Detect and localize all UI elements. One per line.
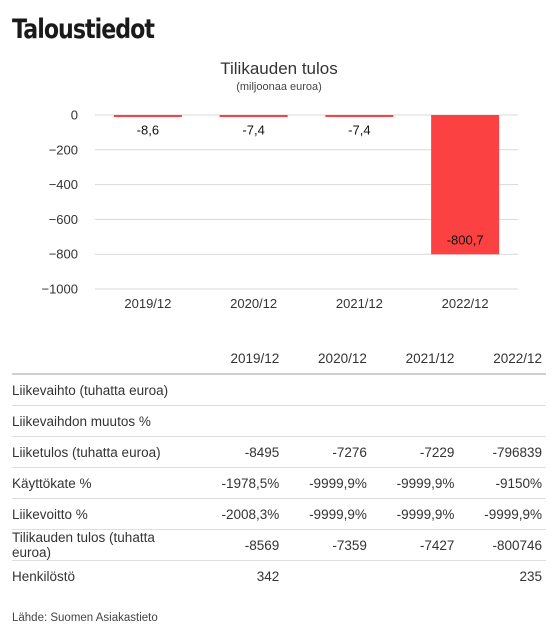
x-tick-label: 2020/12 [230, 296, 277, 311]
table-cell: 235 [519, 568, 542, 584]
table-cell [195, 374, 284, 406]
row-label: Tilikauden tulos (tuhatta euroa) [12, 529, 196, 561]
row-label: Henkilöstö [12, 568, 76, 584]
y-tick-label: −600 [49, 212, 78, 227]
table-header-year: 2021/12 [370, 343, 459, 375]
table-row: Liikevoitto % -2008,3% -9999,9% -9999,9% -99… [12, 498, 546, 530]
row-label: Käyttökate % [12, 467, 196, 499]
table-cell: 342 [256, 568, 280, 584]
bar-value-label: -8,6 [137, 122, 159, 137]
tulos-bar-chart: Tilikauden tulos (miljoonaa euroa) 0 −200… [41, 59, 518, 311]
y-tick-label: −800 [49, 247, 78, 262]
table-cell: -9999,9% [283, 467, 371, 499]
table-row: Liiketulos (tuhatta euroa) -8495 -7276 -722… [12, 436, 546, 468]
table-cell [283, 561, 371, 592]
row-label: Liiketulos (tuhatta euroa) [12, 436, 196, 468]
table-cell: -7427 [370, 529, 459, 561]
table-cell: -1978,5% [195, 467, 284, 499]
table-header-year: 2022/12 [458, 343, 546, 375]
table-cell [370, 374, 459, 406]
table-row: Tilikauden tulos (tuhatta euroa) -8569 -73… [12, 529, 546, 561]
table-cell: -9999,9% [458, 498, 546, 530]
table-row: Käyttökate % -1978,5% -9999,9% -9999,9% -915… [12, 467, 546, 499]
table-cell: -9150% [458, 467, 546, 499]
y-tick-label: 0 [71, 108, 78, 123]
bar [219, 115, 288, 117]
chart-subtitle: (miljoonaa euroa) [236, 81, 322, 93]
bar [113, 115, 182, 117]
row-label: Liikevaihto (tuhatta euroa) [12, 374, 196, 406]
table-row: Liikevaihdon muutos % [12, 405, 546, 437]
bar [431, 115, 500, 255]
table-cell: -7229 [370, 436, 459, 468]
bar-value-label: -7,4 [348, 122, 370, 137]
row-label: Liikevaihdon muutos % [12, 405, 196, 437]
source-note: Lähde: Suomen Asiakastieto [12, 612, 158, 624]
page-title: Taloustiedot [12, 14, 155, 45]
table-cell [371, 561, 459, 592]
table-cell: -9999,9% [283, 498, 371, 530]
table-header-blank [12, 343, 196, 375]
table-cell [370, 405, 459, 437]
table-row: Liikevaihto (tuhatta euroa) [12, 374, 546, 406]
table-cell: -8495 [195, 436, 284, 468]
chart-title: Tilikauden tulos [220, 59, 338, 78]
table-cell: -796839 [458, 436, 546, 468]
bar-value-label: -7,4 [242, 122, 264, 137]
table-cell: -9999,9% [370, 467, 459, 499]
x-tick-label: 2019/12 [124, 296, 171, 311]
table-cell: -2008,3% [195, 498, 284, 530]
table-cell [283, 374, 371, 406]
bar-value-label: -800,7 [447, 232, 484, 247]
table-cell: -9999,9% [370, 498, 459, 530]
table-cell [458, 405, 546, 437]
x-tick-label: 2022/12 [442, 296, 489, 311]
table-cell [195, 405, 284, 437]
bar [325, 115, 394, 117]
financial-table: 2019/12 2020/12 2021/12 2022/12 Liikevaihto… [12, 343, 546, 591]
table-cell [458, 374, 546, 406]
table-header-year: 2019/12 [195, 343, 284, 375]
table-cell: -800746 [458, 529, 546, 561]
y-tick-label: −200 [49, 142, 78, 157]
table-row: Henkilöstö 342 235 [12, 561, 546, 592]
table-cell: -7359 [283, 529, 371, 561]
table-cell: -8569 [195, 529, 284, 561]
x-tick-label: 2021/12 [336, 296, 383, 311]
table-cell [283, 405, 371, 437]
table-cell: -7276 [283, 436, 371, 468]
row-label: Liikevoitto % [12, 498, 196, 530]
y-tick-label: −400 [49, 177, 78, 192]
table-header-year: 2020/12 [283, 343, 371, 375]
y-tick-label: −1000 [41, 282, 78, 297]
table-header-row: 2019/12 2020/12 2021/12 2022/12 [12, 343, 546, 375]
